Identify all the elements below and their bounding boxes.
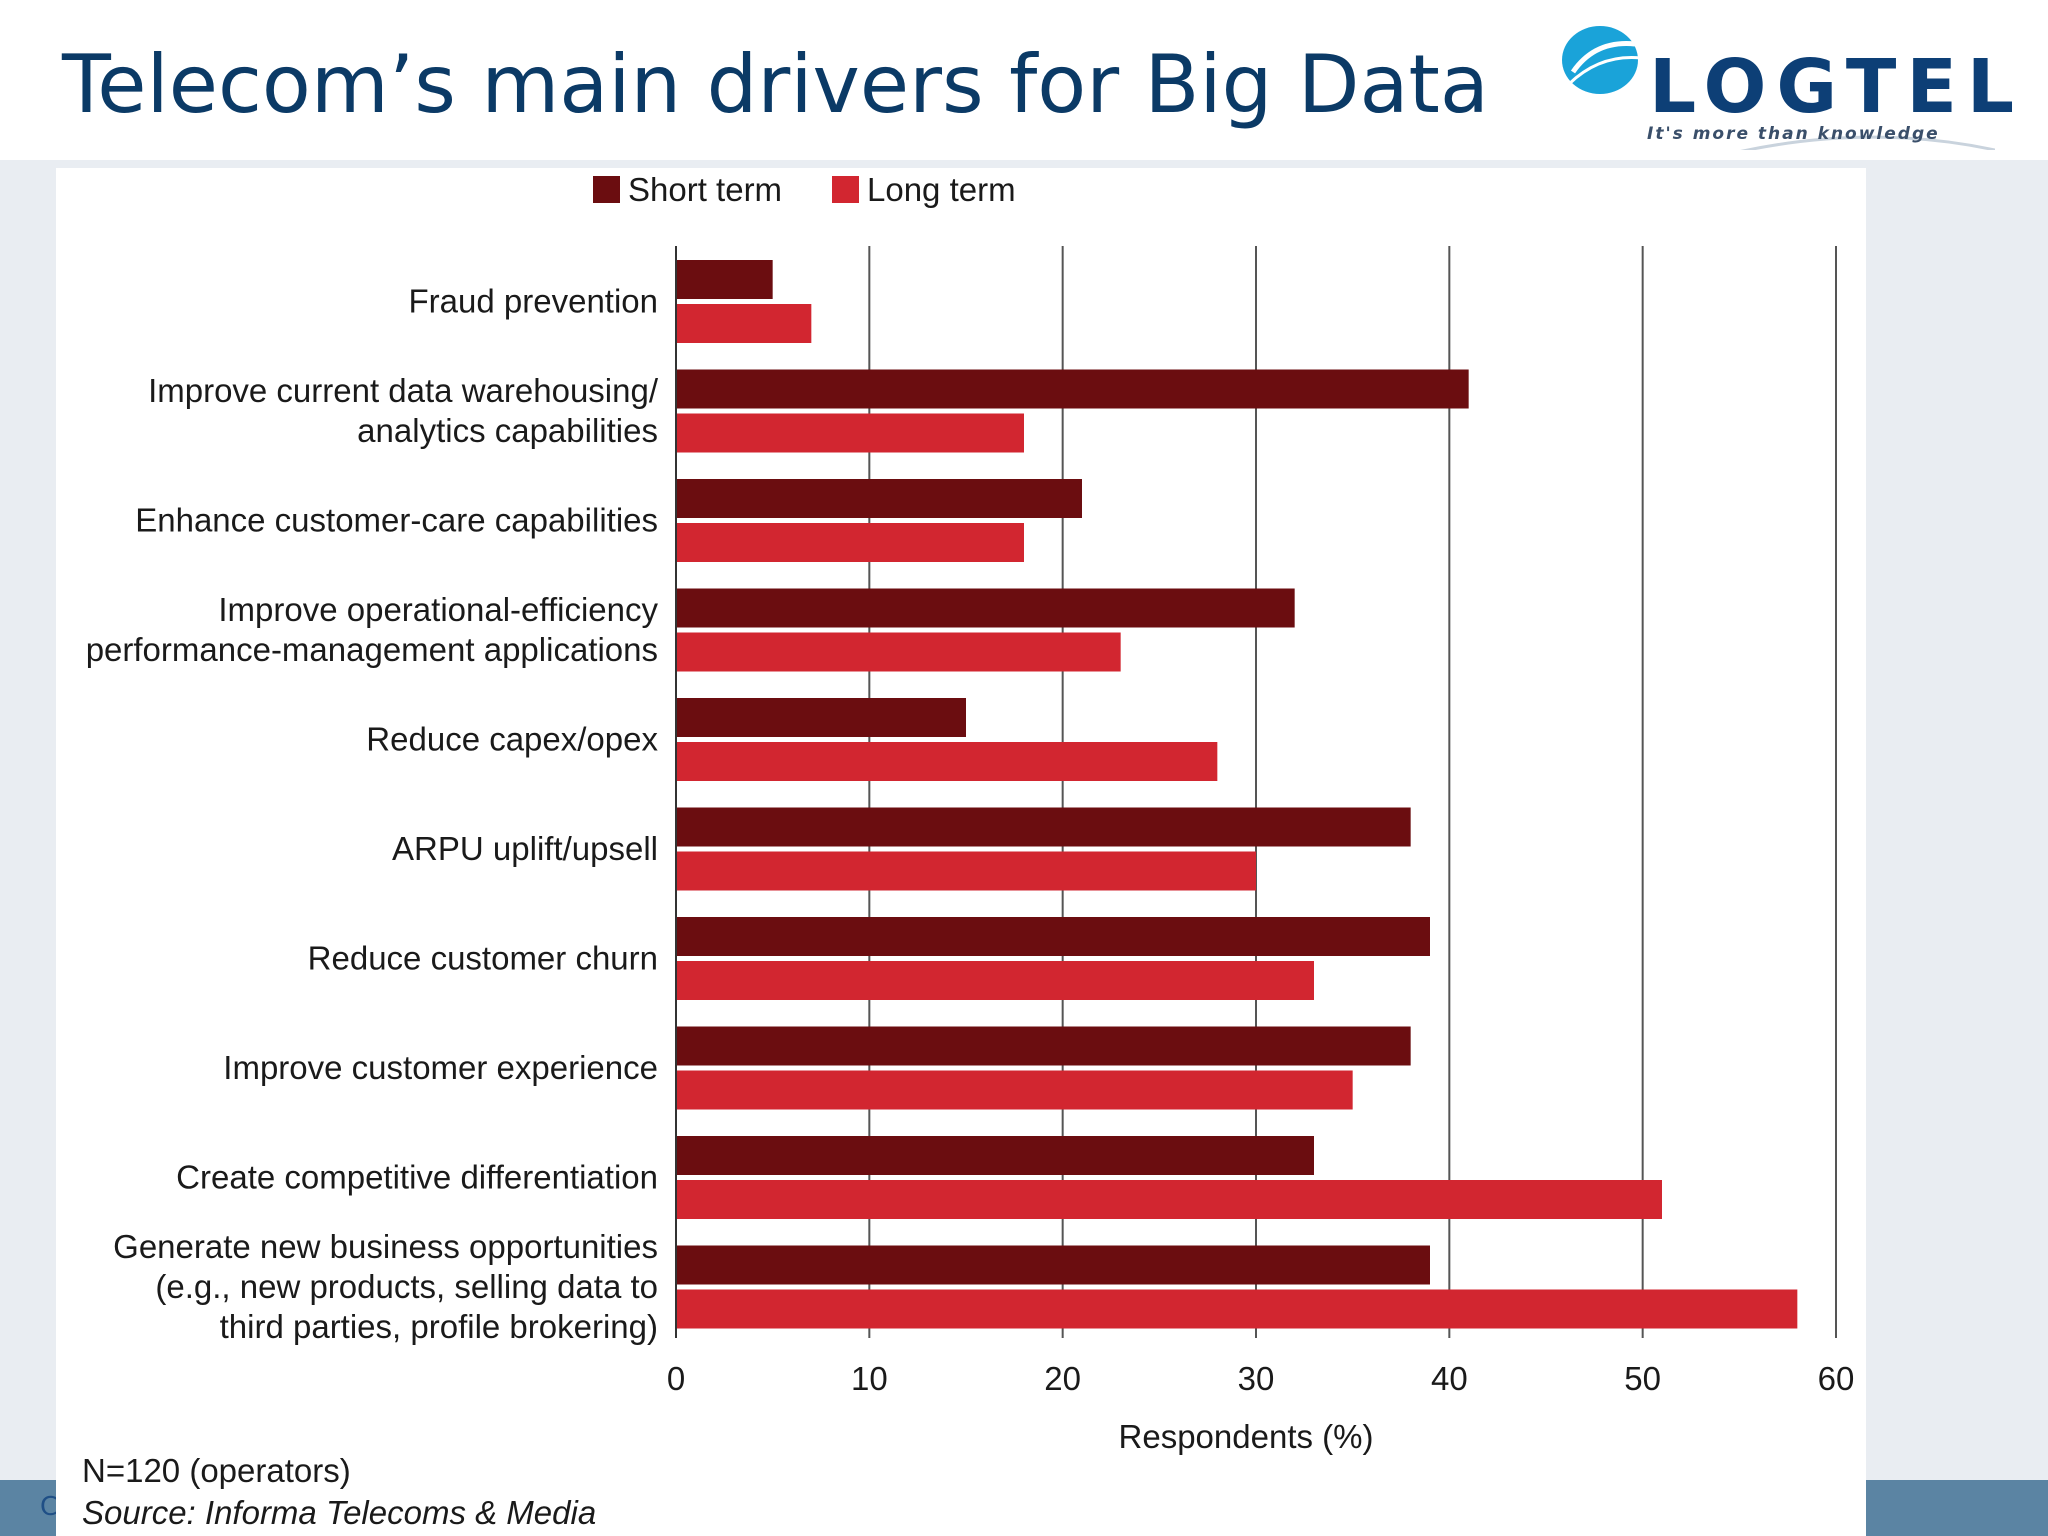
x-tick-label: 60 xyxy=(1818,1360,1855,1397)
logtel-logo: LOGTEL It's more than knowledge xyxy=(1555,10,2014,150)
bar-short-term xyxy=(677,698,966,737)
bar-long-term xyxy=(677,961,1314,1000)
bar-chart: 0 10 20 30 40 50 60 Fraud prevention Improve cur… xyxy=(86,171,1855,1455)
bar-short-term xyxy=(677,369,1469,409)
bar-long-term xyxy=(677,632,1121,672)
category-label: ARPU uplift/upsell xyxy=(392,830,658,867)
bar-long-term xyxy=(677,523,1024,562)
bar-short-term xyxy=(677,1026,1411,1066)
x-axis-title: Respondents (%) xyxy=(1119,1418,1374,1455)
logo-tagline: It's more than knowledge xyxy=(1647,124,1940,144)
bar-long-term xyxy=(677,1180,1662,1219)
x-tick-label: 10 xyxy=(851,1360,888,1397)
bar-short-term xyxy=(677,1245,1430,1285)
category-label: Enhance customer-care capabilities xyxy=(135,502,658,539)
x-tick-label: 50 xyxy=(1624,1360,1661,1397)
category-label: Reduce capex/opex xyxy=(366,721,658,758)
category-label: Create competitive differentiation xyxy=(176,1159,658,1196)
footer-text: C xyxy=(40,1492,59,1522)
bar-short-term xyxy=(677,479,1082,518)
bar-long-term xyxy=(677,1070,1353,1110)
bar-long-term xyxy=(677,304,812,343)
bar-long-term xyxy=(677,1289,1798,1329)
sample-size-note: N=120 (operators) xyxy=(82,1452,351,1489)
logo-wordmark: LOGTEL xyxy=(1649,44,2025,130)
logo-swoosh-icon xyxy=(1562,26,1995,150)
category-label: (e.g., new products, selling data to xyxy=(155,1268,658,1305)
slide-title: Telecom’s main drivers for Big Data xyxy=(62,38,1489,131)
bar-short-term xyxy=(677,917,1430,956)
source-note: Source: Informa Telecoms & Media xyxy=(82,1494,597,1531)
chart-panel: 0 10 20 30 40 50 60 Fraud prevention Improve cur… xyxy=(56,168,1866,1536)
category-label: analytics capabilities xyxy=(357,412,658,449)
bar-short-term xyxy=(677,260,773,299)
legend-swatch xyxy=(593,176,620,203)
legend-swatch xyxy=(832,176,859,203)
category-label: performance-management applications xyxy=(86,631,658,668)
category-label: Fraud prevention xyxy=(409,283,658,320)
category-label: Improve customer experience xyxy=(223,1049,658,1086)
legend-label: Long term xyxy=(867,171,1016,208)
bar-short-term xyxy=(677,588,1295,628)
bar-short-term xyxy=(677,1136,1314,1175)
bar-long-term xyxy=(677,742,1218,781)
legend-label: Short term xyxy=(628,171,782,208)
bar-long-term xyxy=(677,413,1024,453)
category-label: Improve current data warehousing/ xyxy=(148,372,659,409)
category-label: Reduce customer churn xyxy=(308,940,658,977)
bar-long-term xyxy=(677,851,1256,891)
x-tick-label: 30 xyxy=(1238,1360,1275,1397)
x-tick-label: 0 xyxy=(667,1360,685,1397)
x-tick-label: 40 xyxy=(1431,1360,1468,1397)
category-label: third parties, profile brokering) xyxy=(220,1308,658,1345)
x-tick-label: 20 xyxy=(1044,1360,1081,1397)
bar-short-term xyxy=(677,807,1411,847)
category-label: Generate new business opportunities xyxy=(113,1228,658,1265)
category-label: Improve operational-efficiency xyxy=(218,591,658,628)
